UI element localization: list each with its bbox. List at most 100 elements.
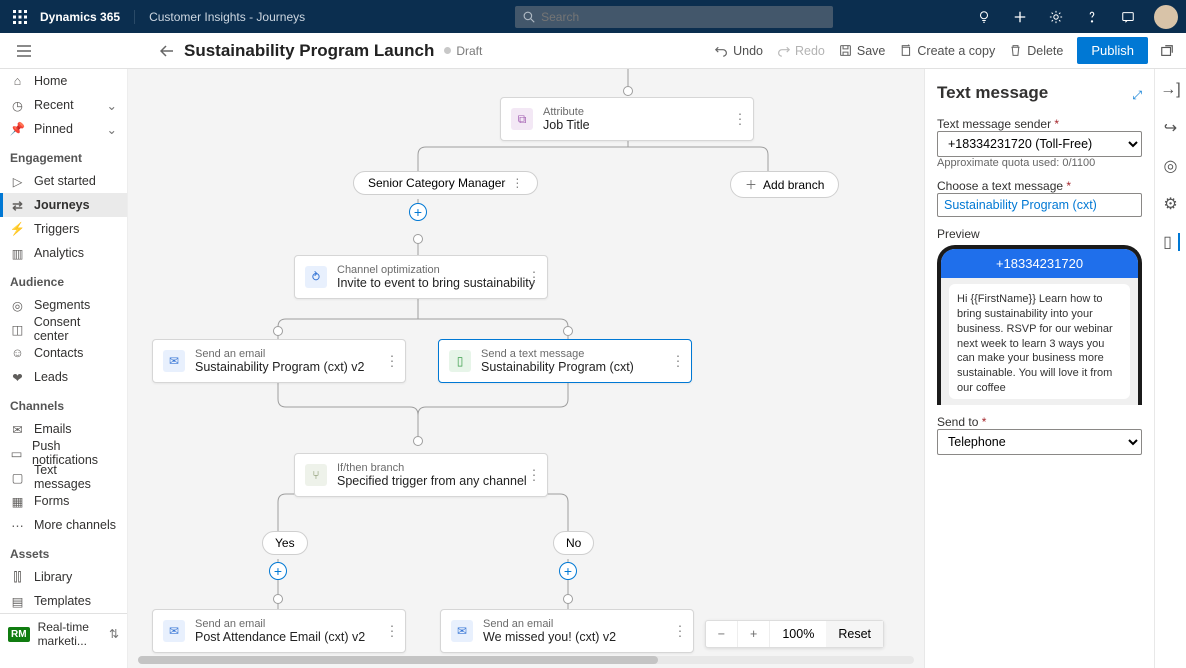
add-step-icon[interactable]: + — [559, 562, 577, 580]
nav-segments[interactable]: ◎Segments — [0, 293, 127, 317]
nav-more-channels[interactable]: ⋯More channels — [0, 513, 127, 537]
add-icon[interactable] — [1002, 0, 1038, 33]
nav-templates[interactable]: ▤Templates — [0, 589, 127, 613]
connector-node — [273, 594, 283, 604]
scroll-thumb[interactable] — [138, 656, 658, 664]
delete-button[interactable]: Delete — [1009, 44, 1063, 58]
sender-select[interactable]: +18334231720 (Toll-Free) — [937, 131, 1142, 157]
create-copy-button[interactable]: Create a copy — [899, 44, 995, 58]
yes-pill[interactable]: Yes — [262, 531, 308, 555]
connector-node — [413, 234, 423, 244]
sendto-select[interactable]: Telephone — [937, 429, 1142, 455]
node-send-text[interactable]: ▯ Send a text messageSustainability Prog… — [438, 339, 692, 383]
add-branch-button[interactable]: ＋Add branch — [730, 171, 839, 198]
email-icon: ✉ — [10, 422, 25, 437]
nav-get-started[interactable]: ▷Get started — [0, 169, 127, 193]
nav-push[interactable]: ▭Push notifications — [0, 441, 127, 465]
nav-forms[interactable]: ▦Forms — [0, 489, 127, 513]
choose-label: Choose a text message — [937, 179, 1142, 193]
zoom-reset-button[interactable]: Reset — [826, 621, 883, 647]
nav-journeys[interactable]: ⇄Journeys — [0, 193, 127, 217]
nav-home[interactable]: ⌂Home — [0, 69, 127, 93]
pill-menu-icon[interactable]: ⋮ — [511, 176, 523, 190]
node-send-email[interactable]: ✉ Send an emailSustainability Program (c… — [152, 339, 406, 383]
home-icon: ⌂ — [10, 74, 25, 88]
no-pill[interactable]: No — [553, 531, 594, 555]
rail-exit-icon[interactable]: ↪ — [1162, 119, 1180, 137]
card-menu-icon[interactable]: ⋮ — [673, 623, 687, 640]
expand-panel-icon[interactable]: ⤢ — [1132, 88, 1142, 103]
redo-button[interactable]: Redo — [777, 44, 825, 58]
nav-analytics[interactable]: ▥Analytics — [0, 241, 127, 265]
card-menu-icon[interactable]: ⋮ — [385, 623, 399, 640]
settings-icon[interactable] — [1038, 0, 1074, 33]
user-avatar[interactable] — [1154, 5, 1178, 29]
branch-pill[interactable]: Senior Category Manager⋮ — [353, 171, 538, 195]
right-rail: →] ↪ ◎ ⚙ ▯ — [1154, 69, 1186, 668]
connector-node — [563, 326, 573, 336]
play-icon: ▷ — [10, 174, 25, 189]
node-if-then[interactable]: ⑂ If/then branchSpecified trigger from a… — [294, 453, 548, 497]
card-menu-icon[interactable]: ⋮ — [385, 353, 399, 370]
chevron-down-icon[interactable]: ⌄ — [107, 98, 117, 113]
consent-icon: ◫ — [10, 322, 25, 337]
message-select[interactable] — [937, 193, 1142, 217]
add-step-icon[interactable]: + — [409, 203, 427, 221]
publish-button[interactable]: Publish — [1077, 37, 1148, 64]
rail-target-icon[interactable]: ◎ — [1162, 157, 1180, 175]
search-input[interactable] — [541, 10, 825, 24]
card-menu-icon[interactable]: ⋮ — [733, 111, 747, 128]
segments-icon: ◎ — [10, 298, 25, 313]
journey-icon: ⇄ — [10, 198, 25, 213]
area-switcher[interactable]: RM Real-time marketi... ⇅ — [0, 613, 127, 654]
nav-triggers[interactable]: ⚡Triggers — [0, 217, 127, 241]
contacts-icon: ☺ — [10, 346, 25, 360]
help-icon[interactable] — [1074, 0, 1110, 33]
section-assets: Assets — [0, 537, 127, 565]
subproduct-name[interactable]: Customer Insights - Journeys — [134, 10, 305, 24]
status-badge: Draft — [444, 44, 482, 58]
node-send-email-no[interactable]: ✉ Send an emailWe missed you! (cxt) v2 ⋮ — [440, 609, 694, 653]
section-audience: Audience — [0, 265, 127, 293]
node-channel-optimization[interactable]: ⥁ Channel optimizationInvite to event to… — [294, 255, 548, 299]
popout-icon[interactable] — [1160, 44, 1174, 58]
nav-pinned[interactable]: 📌Pinned⌄ — [0, 117, 127, 141]
chevron-down-icon[interactable]: ⌄ — [107, 122, 117, 137]
card-menu-icon[interactable]: ⋮ — [527, 467, 541, 484]
node-send-email-yes[interactable]: ✉ Send an emailPost Attendance Email (cx… — [152, 609, 406, 653]
journey-canvas[interactable]: + + + ⧉ AttributeJob Title ⋮ Senior Cate… — [128, 69, 924, 668]
zoom-out-button[interactable]: − — [706, 621, 738, 647]
zoom-in-button[interactable]: + — [738, 621, 770, 647]
area-badge: RM — [8, 627, 30, 642]
horizontal-scrollbar[interactable] — [138, 656, 914, 664]
card-menu-icon[interactable]: ⋮ — [527, 269, 541, 286]
back-icon[interactable] — [160, 45, 174, 57]
nav-library[interactable]: ⫿⫿Library — [0, 565, 127, 589]
card-menu-icon[interactable]: ⋮ — [671, 353, 685, 370]
clock-icon: ◷ — [10, 98, 25, 113]
nav-leads[interactable]: ❤Leads — [0, 365, 127, 389]
save-button[interactable]: Save — [839, 44, 886, 58]
nav-emails[interactable]: ✉Emails — [0, 417, 127, 441]
rail-phone-icon[interactable]: ▯ — [1162, 233, 1180, 251]
node-attribute[interactable]: ⧉ AttributeJob Title ⋮ — [500, 97, 754, 141]
nav-contacts[interactable]: ☺Contacts — [0, 341, 127, 365]
global-search[interactable] — [515, 6, 833, 28]
messenger-icon[interactable] — [1110, 0, 1146, 33]
app-launcher-icon[interactable] — [0, 10, 40, 24]
search-icon — [523, 11, 535, 23]
leads-icon: ❤ — [10, 370, 25, 385]
phone-preview: +18334231720 Hi {{FirstName}} Learn how … — [937, 245, 1142, 405]
rail-collapse-icon[interactable]: →] — [1162, 81, 1180, 99]
nav-text[interactable]: ▢Text messages — [0, 465, 127, 489]
lightbulb-icon[interactable] — [966, 0, 1002, 33]
nav-toggle-icon[interactable] — [12, 45, 36, 57]
product-name[interactable]: Dynamics 365 — [40, 10, 134, 24]
trigger-icon: ⚡ — [10, 222, 25, 237]
nav-consent[interactable]: ◫Consent center — [0, 317, 127, 341]
zoom-control: − + 100% Reset — [705, 620, 884, 648]
undo-button[interactable]: Undo — [715, 44, 763, 58]
nav-recent[interactable]: ◷Recent⌄ — [0, 93, 127, 117]
rail-settings-icon[interactable]: ⚙ — [1162, 195, 1180, 213]
add-step-icon[interactable]: + — [269, 562, 287, 580]
